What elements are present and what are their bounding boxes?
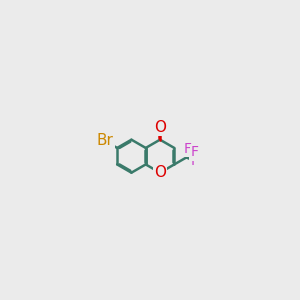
Text: F: F xyxy=(190,154,198,168)
Text: F: F xyxy=(191,146,199,160)
Text: Br: Br xyxy=(97,134,113,148)
Text: O: O xyxy=(154,165,166,180)
Text: O: O xyxy=(154,120,166,135)
Text: F: F xyxy=(183,142,191,156)
